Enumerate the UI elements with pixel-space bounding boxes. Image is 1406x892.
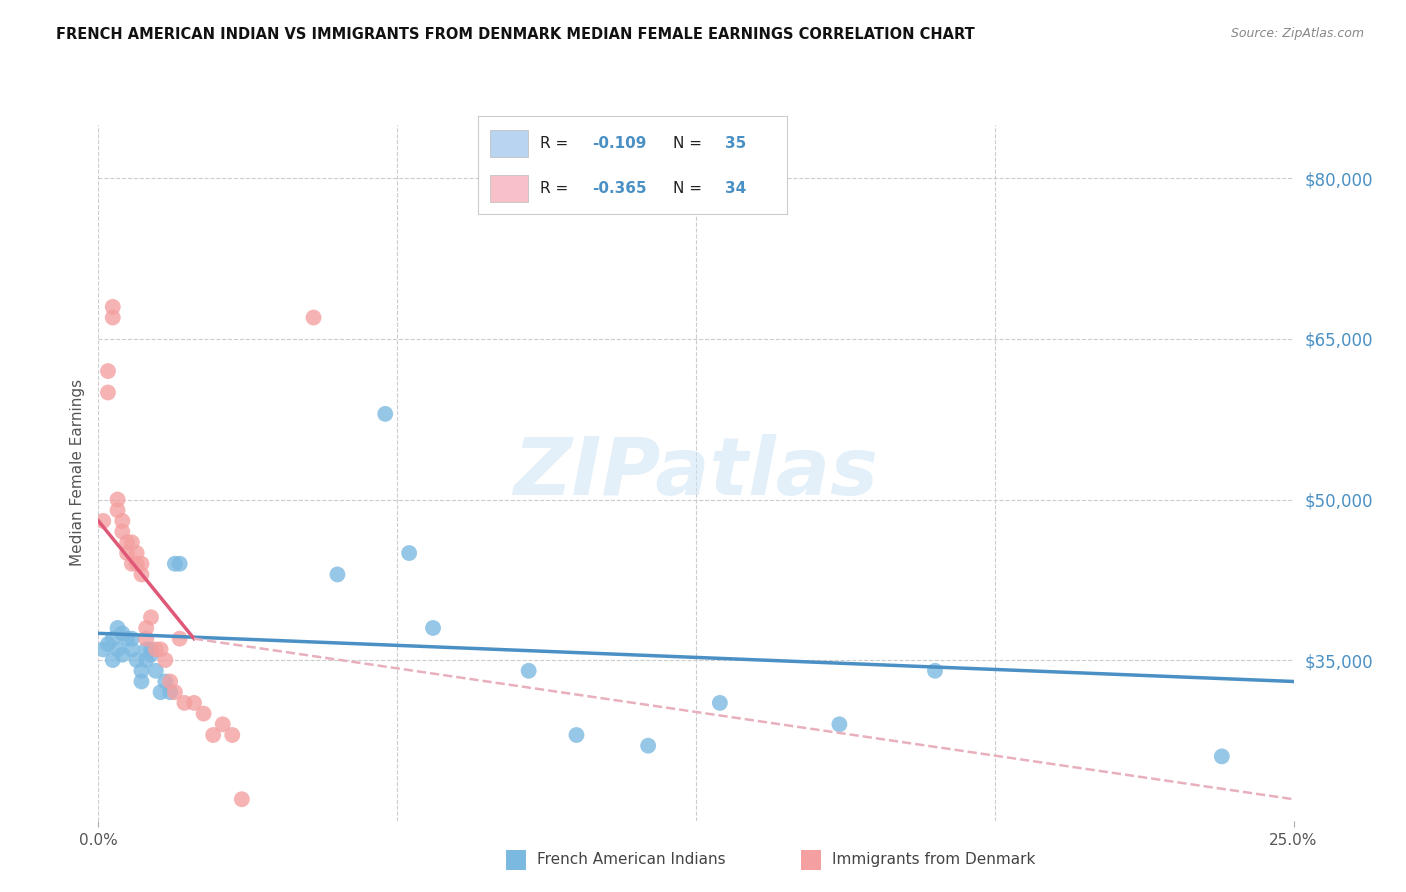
Point — [637, 739, 659, 753]
Point — [101, 632, 124, 646]
Point — [302, 310, 325, 325]
Point — [828, 717, 851, 731]
Point — [125, 557, 148, 571]
Point — [121, 557, 143, 571]
Point — [163, 685, 186, 699]
Point — [135, 632, 157, 646]
Point — [97, 637, 120, 651]
Point — [173, 696, 195, 710]
Text: R =: R = — [540, 181, 574, 196]
Point — [111, 648, 134, 662]
Point — [326, 567, 349, 582]
Text: -0.365: -0.365 — [592, 181, 647, 196]
Text: FRENCH AMERICAN INDIAN VS IMMIGRANTS FROM DENMARK MEDIAN FEMALE EARNINGS CORRELA: FRENCH AMERICAN INDIAN VS IMMIGRANTS FRO… — [56, 27, 974, 42]
Point — [97, 385, 120, 400]
Text: -0.109: -0.109 — [592, 136, 647, 151]
Point — [125, 546, 148, 560]
Point — [211, 717, 233, 731]
Point — [398, 546, 420, 560]
Text: 34: 34 — [725, 181, 747, 196]
Point — [115, 535, 138, 549]
Point — [111, 626, 134, 640]
Point — [107, 503, 129, 517]
Point — [1211, 749, 1233, 764]
Point — [135, 621, 157, 635]
Point — [169, 557, 191, 571]
Point — [149, 642, 172, 657]
Point — [121, 632, 143, 646]
Point — [231, 792, 253, 806]
Point — [159, 674, 181, 689]
Point — [97, 364, 120, 378]
Point — [107, 642, 129, 657]
Point — [139, 648, 162, 662]
Point — [135, 653, 157, 667]
Point — [159, 685, 181, 699]
Point — [91, 642, 114, 657]
Text: French American Indians: French American Indians — [537, 853, 725, 867]
Point — [115, 632, 138, 646]
Point — [91, 514, 114, 528]
Bar — [491, 175, 527, 202]
Point — [101, 310, 124, 325]
Point — [183, 696, 205, 710]
Text: N =: N = — [673, 136, 707, 151]
Point — [131, 567, 153, 582]
Text: 35: 35 — [725, 136, 747, 151]
Point — [101, 300, 124, 314]
Text: Source: ZipAtlas.com: Source: ZipAtlas.com — [1230, 27, 1364, 40]
Point — [517, 664, 540, 678]
Point — [145, 664, 167, 678]
Point — [107, 492, 129, 507]
Point — [135, 642, 157, 657]
Text: R =: R = — [540, 136, 574, 151]
Point — [163, 557, 186, 571]
Point — [155, 653, 177, 667]
Point — [139, 610, 162, 624]
Point — [374, 407, 396, 421]
Point — [221, 728, 243, 742]
Point — [202, 728, 225, 742]
Point — [149, 685, 172, 699]
Point — [111, 524, 134, 539]
Bar — [491, 129, 527, 157]
Point — [193, 706, 215, 721]
Point — [565, 728, 588, 742]
Point — [115, 546, 138, 560]
Point — [139, 642, 162, 657]
Text: N =: N = — [673, 181, 707, 196]
Point — [111, 514, 134, 528]
Point — [709, 696, 731, 710]
Point — [924, 664, 946, 678]
Y-axis label: Median Female Earnings: Median Female Earnings — [69, 379, 84, 566]
Text: Immigrants from Denmark: Immigrants from Denmark — [832, 853, 1036, 867]
Point — [125, 653, 148, 667]
Text: ZIPatlas: ZIPatlas — [513, 434, 879, 512]
Point — [169, 632, 191, 646]
Point — [422, 621, 444, 635]
Point — [131, 664, 153, 678]
Point — [121, 535, 143, 549]
Point — [155, 674, 177, 689]
Point — [131, 674, 153, 689]
Point — [121, 642, 143, 657]
Point — [101, 653, 124, 667]
Point — [107, 621, 129, 635]
Point — [131, 557, 153, 571]
Point — [145, 642, 167, 657]
